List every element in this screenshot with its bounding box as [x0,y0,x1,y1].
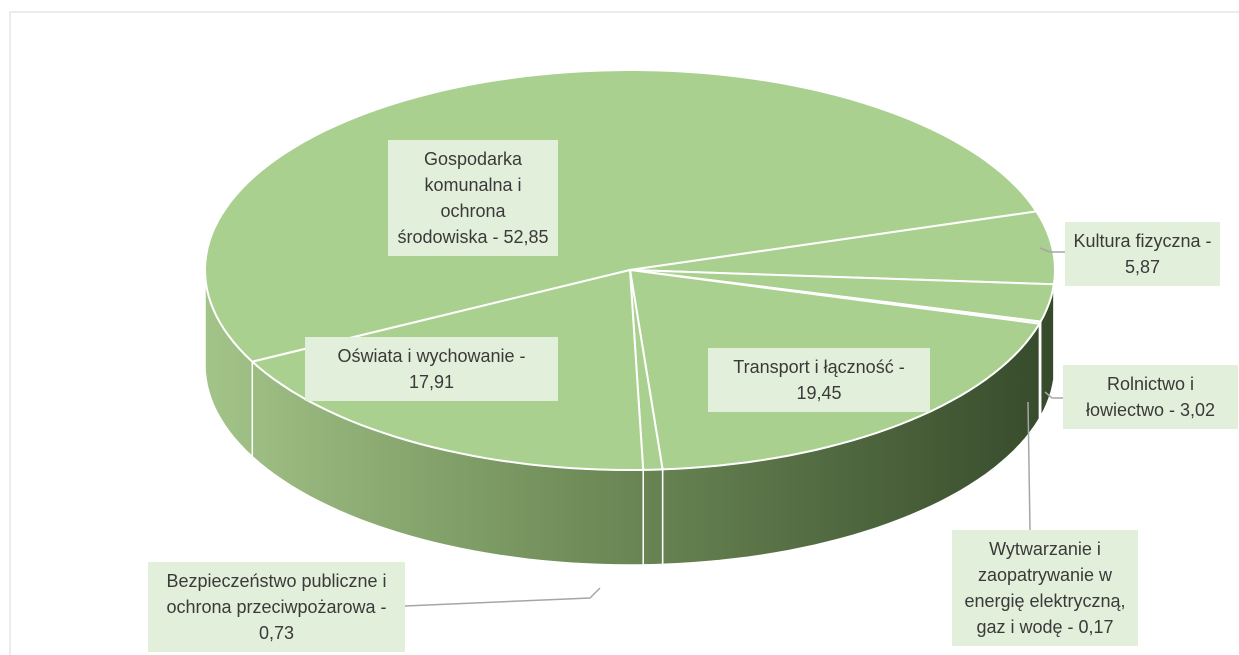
leader-lines [404,247,1066,607]
leader-line [404,587,601,607]
data-label: Kultura fizyczna - 5,87 [1065,222,1220,286]
leader-line [1039,247,1066,253]
pie-slice [629,210,1057,286]
leader-line [1044,391,1064,399]
chart-frame [9,11,1239,655]
pie-sides [204,269,1056,566]
data-label: Gospodarka komunalna i ochrona środowisk… [388,140,558,256]
pie-slice-side [642,468,664,566]
data-label: Rolnictwo i łowiectwo - 3,02 [1063,365,1238,429]
data-label: Bezpieczeństwo publiczne i ochrona przec… [148,562,405,652]
data-label: Oświata i wychowanie - 17,91 [305,337,558,401]
data-label: Wytwarzanie i zaopatrywanie w energię el… [952,530,1138,646]
leader-line [1027,401,1031,531]
data-label: Transport i łączność - 19,45 [708,348,930,412]
